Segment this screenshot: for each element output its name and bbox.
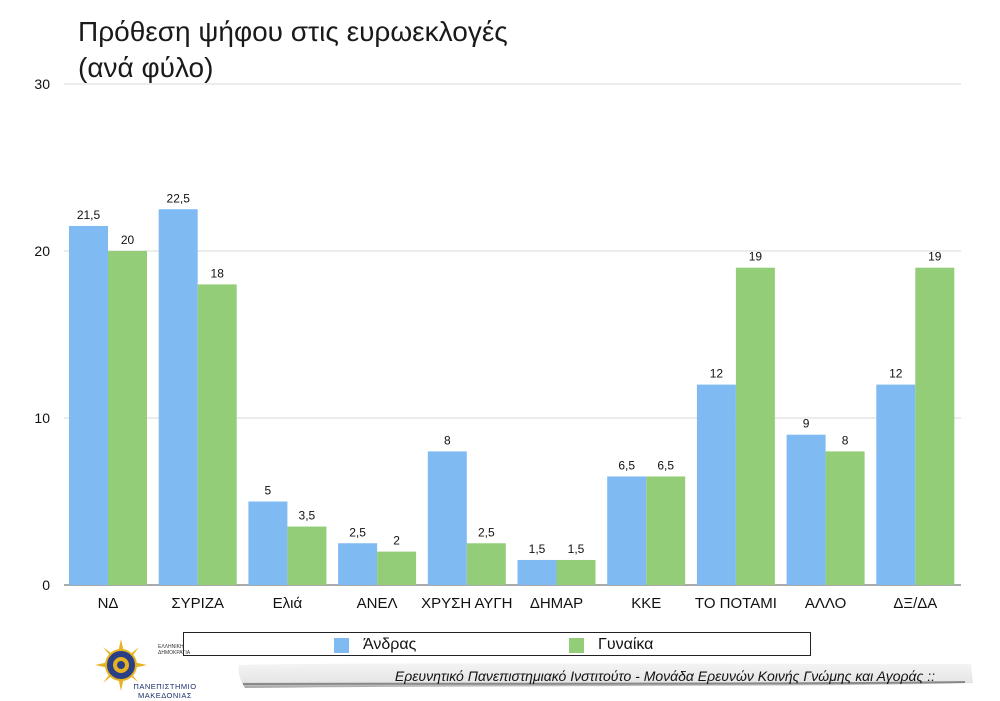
bar-series-2-1 bbox=[197, 284, 237, 585]
data-label-series-2-9: 19 bbox=[928, 250, 942, 264]
data-label-series-1-2: 5 bbox=[265, 484, 272, 498]
logo-university-name: ΠΑΝΕΠΙΣΤΗΜΙΟ ΜΑΚΕΔΟΝΙΑΣ bbox=[133, 682, 197, 700]
chart-title-line-2: (ανά φύλο) bbox=[78, 52, 214, 83]
bar-series-1-0 bbox=[69, 225, 108, 585]
bar-series-2-7 bbox=[735, 267, 775, 585]
bar-series-2-4 bbox=[466, 543, 506, 585]
data-label-series-2-8: 8 bbox=[842, 433, 849, 447]
bar-series-2-3 bbox=[377, 551, 417, 585]
data-label-series-2-2: 3,5 bbox=[299, 509, 316, 523]
data-label-series-1-4: 8 bbox=[444, 433, 451, 447]
y-tick-label-0: 0 bbox=[42, 577, 50, 593]
data-label-series-1-0: 21,5 bbox=[77, 208, 101, 222]
footer-banner: Ερευνητικό Πανεπιστημιακό Ινστιτούτο - Μ… bbox=[235, 662, 975, 688]
bar-series-1-2 bbox=[248, 501, 288, 585]
bar-series-2-2 bbox=[287, 526, 327, 585]
data-label-series-2-3: 2 bbox=[393, 534, 400, 548]
bar-series-1-8 bbox=[786, 434, 826, 585]
bar-chart: 0 10 20 30 21,5 20 ΝΔ 22,5 18 ΣΥΡΙΖΑ 5 3,5 Ελιά 2,5 2 Α… bbox=[34, 76, 961, 612]
data-label-series-1-8: 9 bbox=[803, 417, 810, 431]
data-label-series-1-9: 12 bbox=[889, 367, 903, 381]
data-label-series-2-0: 20 bbox=[121, 233, 135, 247]
bar-series-1-4 bbox=[427, 451, 467, 585]
bar-series-2-9 bbox=[915, 267, 955, 585]
brush-stroke-background bbox=[238, 663, 974, 688]
x-tick-label-3: ΑΝΕΛ bbox=[357, 595, 398, 612]
bar-series-1-6 bbox=[607, 476, 647, 585]
x-tick-label-7: ΤΟ ΠΟΤΑΜΙ bbox=[695, 595, 777, 612]
bar-series-2-8 bbox=[825, 451, 865, 585]
university-logo: ΕΛΛΗΝΙΚΗ ΔΗΜΟΚΡΑΤΙΑ ΠΑΝΕΠΙΣΤΗΜΙΟ ΜΑΚΕΔΟΝ… bbox=[90, 636, 210, 700]
y-tick-label-20: 20 bbox=[34, 243, 50, 259]
x-tick-label-0: ΝΔ bbox=[98, 595, 119, 612]
bar-series-2-0 bbox=[108, 251, 147, 585]
bar-series-1-1 bbox=[158, 209, 198, 585]
legend-swatch-series-2 bbox=[569, 637, 584, 653]
legend-item-series-1: Άνδρας bbox=[334, 636, 416, 654]
y-tick-label-30: 30 bbox=[34, 76, 50, 92]
legend-label-series-1: Άνδρας bbox=[363, 636, 417, 653]
university-seal-icon bbox=[95, 639, 147, 691]
logo-org-mark: ΕΛΛΗΝΙΚΗ ΔΗΜΟΚΡΑΤΙΑ bbox=[158, 644, 191, 656]
x-tick-label-1: ΣΥΡΙΖΑ bbox=[171, 595, 224, 612]
chart-legend: Άνδρας Γυναίκα bbox=[183, 632, 811, 656]
bar-series-1-5 bbox=[517, 559, 557, 585]
data-label-series-1-5: 1,5 bbox=[529, 542, 546, 556]
data-label-series-1-6: 6,5 bbox=[618, 458, 635, 472]
bar-series-1-7 bbox=[696, 384, 736, 585]
chart-title: Πρόθεση ψήφου στις ευρωεκλογές (ανά φύλο… bbox=[78, 14, 678, 86]
bar-series-2-6 bbox=[646, 476, 686, 585]
bar-series-1-3 bbox=[338, 543, 378, 585]
legend-swatch-series-1 bbox=[334, 637, 349, 653]
chart-title-line-1: Πρόθεση ψήφου στις ευρωεκλογές bbox=[78, 16, 508, 47]
legend-item-series-2: Γυναίκα bbox=[569, 636, 653, 654]
y-tick-label-10: 10 bbox=[34, 410, 50, 426]
data-label-series-2-5: 1,5 bbox=[568, 542, 585, 556]
x-tick-label-6: ΚΚΕ bbox=[631, 595, 661, 612]
data-label-series-2-4: 2,5 bbox=[478, 525, 495, 539]
legend-label-series-2: Γυναίκα bbox=[598, 636, 654, 653]
bar-series-1-9 bbox=[876, 384, 916, 585]
data-label-series-2-7: 19 bbox=[749, 250, 763, 264]
data-label-series-2-1: 18 bbox=[211, 266, 225, 280]
x-tick-label-9: ΔΞ/ΔΑ bbox=[893, 595, 937, 612]
bar-series-2-5 bbox=[556, 559, 596, 585]
data-label-series-1-7: 12 bbox=[710, 367, 724, 381]
data-label-series-1-3: 2,5 bbox=[349, 525, 366, 539]
x-tick-label-4: ΧΡΥΣΗ ΑΥΓΗ bbox=[421, 595, 512, 612]
x-tick-label-2: Ελιά bbox=[273, 595, 303, 612]
x-tick-label-5: ΔΗΜΑΡ bbox=[530, 595, 583, 612]
footer-text: Ερευνητικό Πανεπιστημιακό Ινστιτούτο - Μ… bbox=[394, 668, 935, 684]
data-label-series-1-1: 22,5 bbox=[167, 191, 191, 205]
data-label-series-2-6: 6,5 bbox=[657, 458, 674, 472]
x-tick-label-8: ΑΛΛΟ bbox=[805, 595, 846, 612]
